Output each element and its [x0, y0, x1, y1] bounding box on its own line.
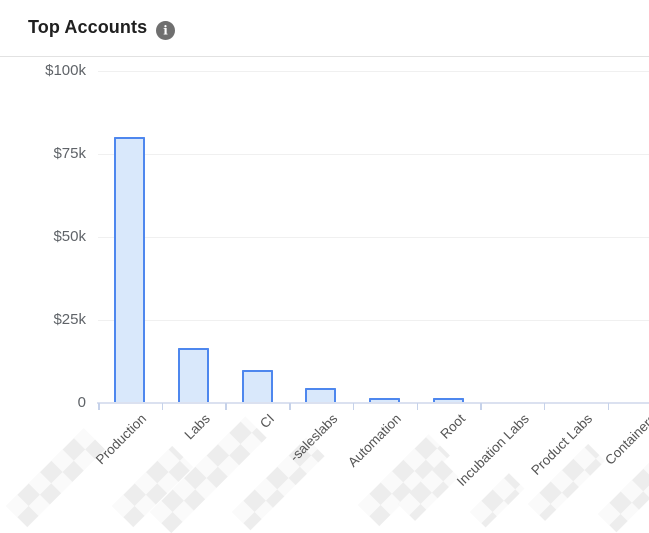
gridline-75k [98, 154, 649, 155]
bar-saleslabs[interactable] [305, 387, 337, 403]
x-axis-tick [607, 403, 610, 410]
x-axis-tick [480, 403, 482, 410]
info-icon[interactable]: i [156, 21, 175, 40]
x-axis-tick [352, 403, 355, 410]
bar-production[interactable] [114, 137, 146, 403]
x-label-root: Root [437, 411, 468, 442]
top-accounts-chart: $100k $75k $50k $25k 0 Production Labs CI -sales… [6, 62, 649, 533]
bar-automation[interactable] [369, 398, 401, 403]
x-axis-line [97, 402, 649, 404]
gridline-50k [98, 237, 649, 238]
x-label-automation: Automation [345, 411, 405, 470]
x-axis-tick [225, 403, 227, 410]
redaction-mosaic-containers [598, 453, 649, 533]
x-axis-tick [416, 403, 418, 410]
bar-ci[interactable] [241, 370, 273, 403]
redaction-mosaic-incubation-labs [470, 473, 525, 528]
page-title: Top Accounts [28, 17, 148, 37]
bar-root[interactable] [432, 398, 464, 403]
redaction-mosaic-production [6, 428, 105, 528]
x-axis-tick [543, 403, 546, 410]
header-divider [0, 56, 649, 57]
x-label-ci: CI [256, 411, 277, 432]
y-tick-label-25k: $25k [53, 311, 86, 328]
x-axis-tick [289, 403, 291, 410]
y-tick-label-100k: $100k [45, 62, 86, 79]
info-icon-glyph: i [163, 23, 168, 37]
y-tick-label-50k: $50k [53, 228, 86, 245]
card-header: Top Accounts i [0, 0, 649, 56]
bar-labs[interactable] [178, 348, 210, 403]
y-tick-label-75k: $75k [53, 145, 86, 162]
x-label-labs: Labs [181, 411, 214, 443]
y-tick-label-0: 0 [77, 394, 86, 411]
x-axis-tick [98, 403, 100, 410]
x-label-containers: Containers [602, 411, 649, 468]
gridline-100k [98, 71, 649, 72]
gridline-25k [98, 320, 649, 321]
x-axis-tick [161, 403, 164, 410]
x-label-production: Production [93, 411, 150, 468]
